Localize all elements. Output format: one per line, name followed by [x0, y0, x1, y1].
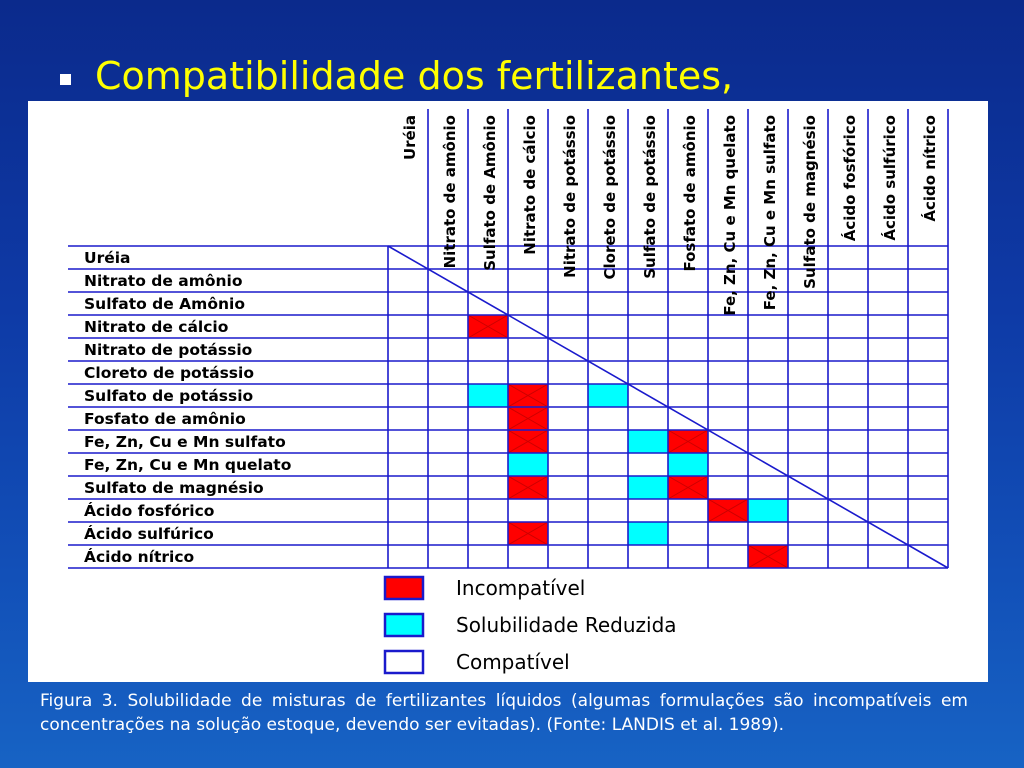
cell-reduced-r11-c9	[748, 499, 788, 522]
cell-cross-mark	[507, 406, 549, 431]
cell-cross-mark	[667, 475, 709, 500]
column-label-nitrato-de-potassio: Nitrato de potássio	[561, 115, 579, 278]
title-row: Compatibilidade dos fertilizantes,	[60, 48, 733, 104]
row-label-nitrato-de-amonio: Nitrato de amônio	[84, 272, 243, 290]
column-label-fe-zn-cu-e-mn-quelato: Fe, Zn, Cu e Mn quelato	[721, 115, 739, 316]
column-label-sulfato-de-potassio: Sulfato de potássio	[641, 115, 659, 279]
column-label-ureia: Uréia	[401, 115, 419, 160]
bullet-icon	[60, 73, 71, 85]
column-label-cloreto-de-potassio: Cloreto de potássio	[601, 115, 619, 280]
column-label-acido-nitrico: Ácido nítrico	[920, 115, 939, 222]
row-label-fe-zn-cu-e-mn-quelato: Fe, Zn, Cu e Mn quelato	[84, 456, 291, 474]
row-label-nitrato-de-calcio: Nitrato de cálcio	[84, 318, 228, 336]
cell-reduced-r6-c2	[468, 384, 508, 407]
cell-reduced-r8-c6	[628, 430, 668, 453]
cell-cross-mark	[507, 475, 549, 500]
row-label-ureia: Uréia	[84, 249, 131, 267]
legend-swatch-reduced	[383, 612, 425, 638]
cell-cross-mark	[507, 383, 549, 408]
cell-reduced-r9-c7	[668, 453, 708, 476]
row-label-sulfato-de-potassio: Sulfato de potássio	[84, 387, 253, 405]
row-label-cloreto-de-potassio: Cloreto de potássio	[84, 364, 254, 382]
cell-reduced-r10-c6	[628, 476, 668, 499]
cell-cross-mark	[667, 429, 709, 454]
cell-reduced-r6-c5	[588, 384, 628, 407]
column-label-fe-zn-cu-e-mn-sulfato: Fe, Zn, Cu e Mn sulfato	[761, 115, 779, 310]
compatibility-panel: Uréia Nitrato de amônio Sulfato de Amônio N…	[28, 101, 988, 682]
slide-title: Compatibilidade dos fertilizantes,	[95, 54, 734, 98]
column-label-nitrato-de-amonio: Nitrato de amônio	[441, 115, 459, 268]
cell-reduced-r9-c3	[508, 453, 548, 476]
cell-reduced-r12-c6	[628, 522, 668, 545]
figure-caption: Figura 3. Solubilidade de misturas de fe…	[40, 691, 968, 735]
cell-cross-mark	[467, 314, 509, 339]
legend-label-reduced: Solubilidade Reduzida	[456, 613, 677, 637]
legend-swatch-incompatible	[383, 575, 425, 601]
cell-cross-mark	[507, 521, 549, 546]
row-label-sulfato-de-magnesio: Sulfato de magnésio	[84, 479, 264, 497]
compatibility-matrix: Uréia Nitrato de amônio Sulfato de Amônio N…	[68, 109, 949, 675]
column-label-fosfato-de-amonio: Fosfato de amônio	[681, 115, 699, 272]
diagonal-line	[387, 245, 949, 569]
legend-label-incompatible: Incompatível	[456, 576, 585, 600]
column-label-sulfato-de-magnesio: Sulfato de magnésio	[801, 115, 819, 289]
legend-swatch-compatible	[383, 649, 425, 675]
column-label-nitrato-de-calcio: Nitrato de cálcio	[521, 115, 539, 255]
column-label-acido-fosforico: Ácido fosfórico	[840, 115, 859, 241]
row-label-fe-zn-cu-e-mn-sulfato: Fe, Zn, Cu e Mn sulfato	[84, 433, 286, 451]
cell-cross-mark	[507, 429, 549, 454]
row-label-acido-fosforico: Ácido fosfórico	[84, 501, 214, 520]
row-label-acido-sulfurico: Ácido sulfúrico	[84, 524, 214, 543]
column-label-acido-sulfurico: Ácido sulfúrico	[880, 115, 899, 241]
cell-cross-mark	[707, 498, 749, 523]
cell-cross-mark	[747, 544, 789, 569]
row-label-sulfato-de-amonio: Sulfato de Amônio	[84, 295, 245, 313]
column-label-sulfato-de-amonio: Sulfato de Amônio	[481, 115, 499, 271]
legend-label-compatible: Compatível	[456, 650, 570, 674]
row-label-nitrato-de-potassio: Nitrato de potássio	[84, 341, 252, 359]
row-label-acido-nitrico: Ácido nítrico	[84, 547, 194, 566]
row-label-fosfato-de-amonio: Fosfato de amônio	[84, 410, 246, 428]
